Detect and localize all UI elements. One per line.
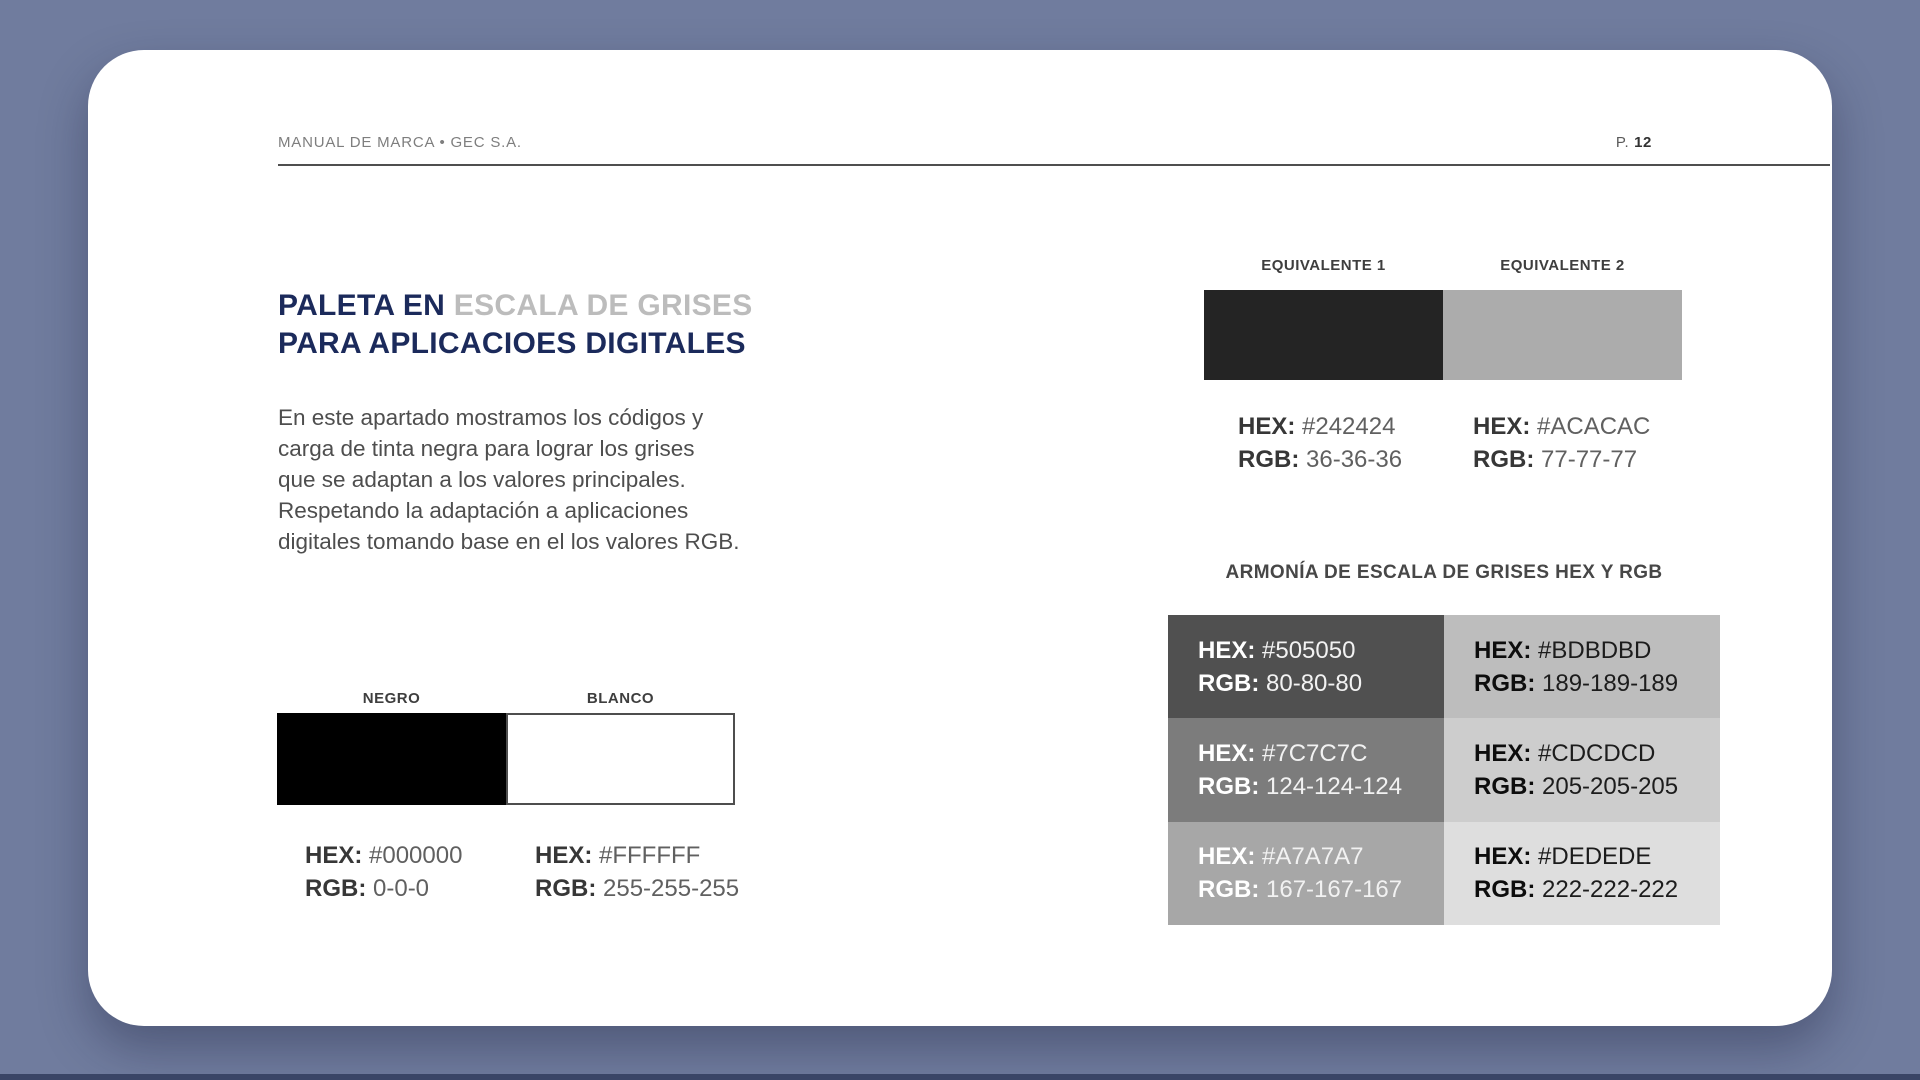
eq2-hex-value: #ACACAC <box>1537 413 1651 440</box>
blanco-label: BLANCO <box>586 690 655 707</box>
eq2-rgb-line: RGB: 77-77-77 <box>1473 443 1650 476</box>
rgb-label: RGB: <box>1198 772 1266 800</box>
rgb-label: RGB: <box>305 875 373 902</box>
hex-label: HEX: <box>1198 636 1263 664</box>
header-divider <box>278 164 1830 166</box>
negro-rgb-value: 0-0-0 <box>373 875 430 902</box>
blanco-hex-line: HEX: #FFFFFF <box>535 839 739 872</box>
hex-label: HEX: <box>1198 739 1263 767</box>
page-label: P. <box>1615 134 1635 151</box>
equivalente-2-label: EQUIVALENTE 2 <box>1500 257 1625 274</box>
title-line-2: PARA APLICACIOES DIGITALES <box>278 327 746 360</box>
bw-swatch-row <box>277 713 735 805</box>
harmony-grid: HEX: #505050 RGB: 80-80-80 HEX: #BDBDBD … <box>1168 615 1720 925</box>
equivalente-1-color-info: HEX: #242424 RGB: 36-36-36 <box>1238 410 1402 476</box>
harmony-hex-value: #BDBDBD <box>1538 636 1652 664</box>
harmony-cell: HEX: #BDBDBD RGB: 189-189-189 <box>1444 615 1720 719</box>
negro-hex-value: #000000 <box>369 842 463 869</box>
negro-rgb-line: RGB: 0-0-0 <box>305 872 462 905</box>
rgb-label: RGB: <box>1474 669 1542 697</box>
title-line-1: PALETA EN ESCALA DE GRISES <box>278 287 753 325</box>
harmony-rgb-value: 205-205-205 <box>1542 772 1679 800</box>
harmony-cell: HEX: #CDCDCD RGB: 205-205-205 <box>1444 718 1720 822</box>
eq1-rgb-line: RGB: 36-36-36 <box>1238 443 1402 476</box>
paragraph-line: que se adaptan a los valores principales… <box>278 467 686 492</box>
rgb-label: RGB: <box>1198 876 1266 904</box>
harmony-rgb-value: 189-189-189 <box>1542 669 1679 697</box>
eq2-rgb-value: 77-77-77 <box>1541 446 1638 473</box>
eq1-rgb-value: 36-36-36 <box>1306 446 1403 473</box>
negro-hex-line: HEX: #000000 <box>305 839 462 872</box>
rgb-label: RGB: <box>1198 669 1266 697</box>
paragraph-line: carga de tinta negra para lograr los gri… <box>278 436 695 461</box>
hex-label: HEX: <box>1473 413 1538 440</box>
harmony-rgb-value: 124-124-124 <box>1266 772 1403 800</box>
hex-label: HEX: <box>1198 843 1263 871</box>
hex-label: HEX: <box>1474 843 1539 871</box>
hex-label: HEX: <box>535 842 600 869</box>
title-lead-silver: ESCALA DE GRISES <box>453 289 753 322</box>
negro-label: NEGRO <box>362 690 421 707</box>
manual-page-card: MANUAL DE MARCA • GEC S.A. P. 12 PALETA … <box>88 50 1832 1026</box>
negro-swatch <box>277 713 506 805</box>
header-page-number: P. 12 <box>1452 134 1652 151</box>
header-brand-text: MANUAL DE MARCA • GEC S.A. <box>278 134 522 151</box>
harmony-hex-value: #CDCDCD <box>1538 739 1656 767</box>
hex-label: HEX: <box>1474 636 1539 664</box>
equivalente-1-swatch <box>1204 290 1443 380</box>
intro-paragraph: En este apartado mostramos los códigos y… <box>278 402 740 557</box>
title-lead-navy: PALETA EN <box>278 289 454 322</box>
rgb-label: RGB: <box>1474 772 1542 800</box>
paragraph-line: digitales tomando base en el los valores… <box>278 529 740 554</box>
equivalente-2-swatch <box>1443 290 1682 380</box>
eq1-hex-value: #242424 <box>1302 413 1396 440</box>
hex-label: HEX: <box>1238 413 1303 440</box>
equivalente-swatch-row <box>1204 290 1682 380</box>
harmony-cell: HEX: #505050 RGB: 80-80-80 <box>1168 615 1444 719</box>
blanco-swatch <box>506 713 735 805</box>
blanco-rgb-line: RGB: 255-255-255 <box>535 872 739 905</box>
harmony-cell: HEX: #DEDEDE RGB: 222-222-222 <box>1444 821 1720 925</box>
harmony-cell: HEX: #A7A7A7 RGB: 167-167-167 <box>1168 821 1444 925</box>
page-title: PALETA EN ESCALA DE GRISES PARA APLICACI… <box>278 287 753 363</box>
paragraph-line: Respetando la adaptación a aplicaciones <box>278 498 689 523</box>
rgb-label: RGB: <box>1474 876 1542 904</box>
harmony-rgb-value: 80-80-80 <box>1266 669 1363 697</box>
harmony-hex-value: #7C7C7C <box>1262 739 1368 767</box>
eq2-hex-line: HEX: #ACACAC <box>1473 410 1650 443</box>
harmony-rgb-value: 167-167-167 <box>1266 876 1403 904</box>
rgb-label: RGB: <box>1473 446 1541 473</box>
rgb-label: RGB: <box>1238 446 1306 473</box>
harmony-hex-value: #DEDEDE <box>1538 843 1652 871</box>
blanco-rgb-value: 255-255-255 <box>603 875 740 902</box>
eq1-hex-line: HEX: #242424 <box>1238 410 1402 443</box>
hex-label: HEX: <box>1474 739 1539 767</box>
harmony-heading: ARMONÍA DE ESCALA DE GRISES HEX Y RGB <box>1225 562 1663 583</box>
negro-color-info: HEX: #000000 RGB: 0-0-0 <box>305 839 462 905</box>
harmony-hex-value: #A7A7A7 <box>1262 843 1364 871</box>
bottom-edge-bar <box>0 1074 1920 1080</box>
equivalente-1-label: EQUIVALENTE 1 <box>1261 257 1386 274</box>
rgb-label: RGB: <box>535 875 603 902</box>
paragraph-line: En este apartado mostramos los códigos y <box>278 405 704 430</box>
blanco-color-info: HEX: #FFFFFF RGB: 255-255-255 <box>535 839 739 905</box>
blanco-hex-value: #FFFFFF <box>599 842 701 869</box>
harmony-cell: HEX: #7C7C7C RGB: 124-124-124 <box>1168 718 1444 822</box>
harmony-rgb-value: 222-222-222 <box>1542 876 1679 904</box>
equivalente-2-color-info: HEX: #ACACAC RGB: 77-77-77 <box>1473 410 1650 476</box>
hex-label: HEX: <box>305 842 370 869</box>
harmony-hex-value: #505050 <box>1262 636 1356 664</box>
page-number-value: 12 <box>1634 134 1652 151</box>
